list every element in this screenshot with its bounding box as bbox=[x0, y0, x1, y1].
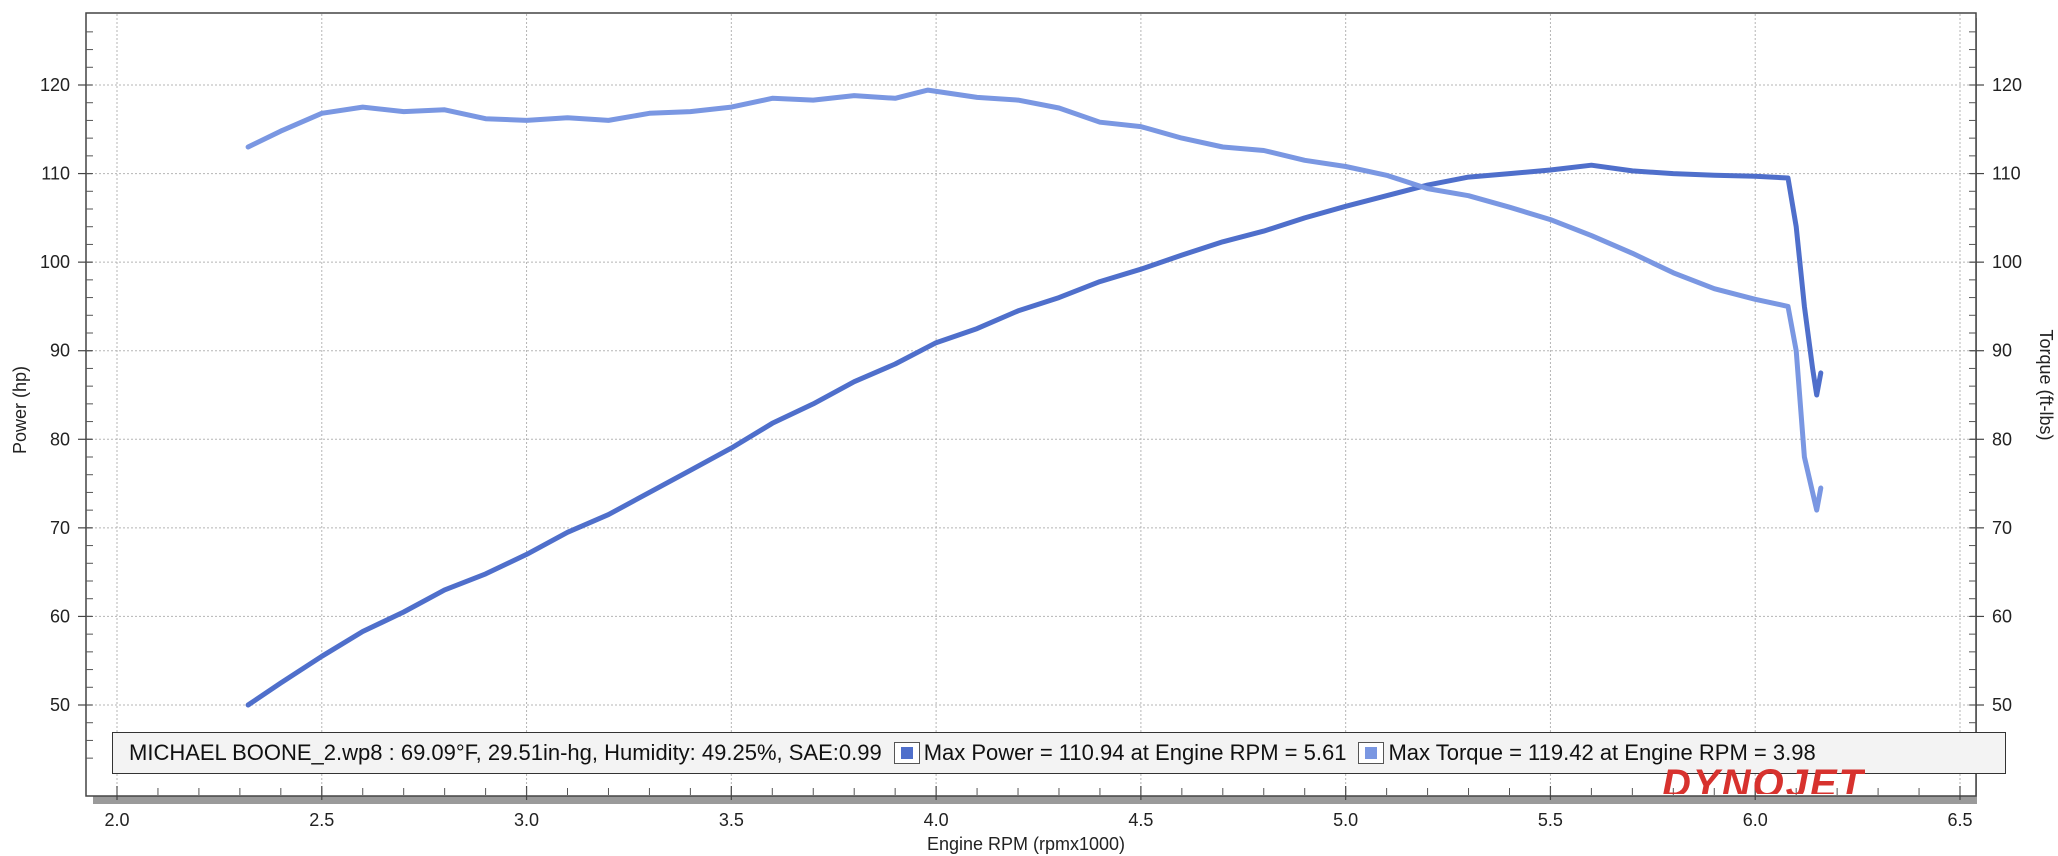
series-line-torque bbox=[245, 87, 1824, 513]
y-right-tick-label: 90 bbox=[1992, 341, 2012, 361]
y-axis-title-left: Power (hp) bbox=[10, 366, 30, 454]
y-axis-title-right: Torque (ft-lbs) bbox=[2036, 329, 2056, 440]
y-left-tick-label: 120 bbox=[40, 75, 70, 95]
x-tick-label: 5.5 bbox=[1538, 810, 1563, 830]
x-ticks: 2.0 2.5 3.0 3.5 4.0 4.5 5.0 5.5 6.0 6.5 bbox=[104, 810, 1972, 830]
x-tick-label: 2.0 bbox=[104, 810, 129, 830]
y-right-tick-label: 110 bbox=[1992, 164, 2021, 184]
x-tick-label: 6.0 bbox=[1743, 810, 1768, 830]
x-tick-label: 4.5 bbox=[1128, 810, 1153, 830]
legend-power-label: Max Power = 110.94 at Engine RPM = 5.61 bbox=[923, 740, 1347, 765]
y-left-tick-label: 80 bbox=[50, 429, 70, 449]
x-tick-label: 2.5 bbox=[309, 810, 334, 830]
y-right-tick-label: 70 bbox=[1992, 518, 2012, 538]
y-left-tick-label: 110 bbox=[41, 164, 70, 184]
y-right-tick-label: 80 bbox=[1992, 429, 2012, 449]
y-left-tick-label: 100 bbox=[40, 252, 70, 272]
legend-torque-label: Max Torque = 119.42 at Engine RPM = 3.98 bbox=[1388, 740, 1816, 765]
legend-torque-swatch bbox=[1358, 742, 1385, 764]
y-left-tick-label: 70 bbox=[50, 518, 70, 538]
y-left-tick-label: 50 bbox=[50, 695, 70, 715]
y-left-tick-label: 90 bbox=[50, 341, 70, 361]
legend-power-entry: Max Power = 110.94 at Engine RPM = 5.61 bbox=[893, 740, 1347, 766]
x-tick-label: 6.5 bbox=[1947, 810, 1972, 830]
y-ticks-left: 50 60 70 80 90 100 110 120 bbox=[40, 75, 70, 715]
y-right-tick-label: 60 bbox=[1992, 606, 2012, 626]
plot-area bbox=[85, 12, 1977, 797]
y-right-tick-label: 50 bbox=[1992, 695, 2012, 715]
series-line-power bbox=[245, 162, 1824, 708]
legend-torque-entry: Max Torque = 119.42 at Engine RPM = 3.98 bbox=[1358, 740, 1816, 766]
y-left-tick-label: 60 bbox=[50, 606, 70, 626]
legend-power-swatch bbox=[893, 742, 920, 764]
legend-run-info: MICHAEL BOONE_2.wp8 : 69.09°F, 29.51in-h… bbox=[129, 740, 882, 765]
y-right-tick-label: 100 bbox=[1992, 252, 2022, 272]
minor-ticks bbox=[86, 31, 1976, 795]
x-tick-label: 5.0 bbox=[1333, 810, 1358, 830]
x-tick-label: 3.5 bbox=[719, 810, 744, 830]
y-ticks-right: 50 60 70 80 90 100 110 120 bbox=[1992, 75, 2022, 715]
legend: MICHAEL BOONE_2.wp8 : 69.09°F, 29.51in-h… bbox=[112, 732, 2006, 774]
x-tick-label: 4.0 bbox=[924, 810, 949, 830]
x-tick-label: 3.0 bbox=[514, 810, 539, 830]
x-axis-title: Engine RPM (rpmx1000) bbox=[927, 834, 1125, 854]
y-right-tick-label: 120 bbox=[1992, 75, 2022, 95]
dynojet-logo: DYNOJET bbox=[1662, 764, 1865, 794]
series-layer bbox=[245, 87, 1824, 708]
